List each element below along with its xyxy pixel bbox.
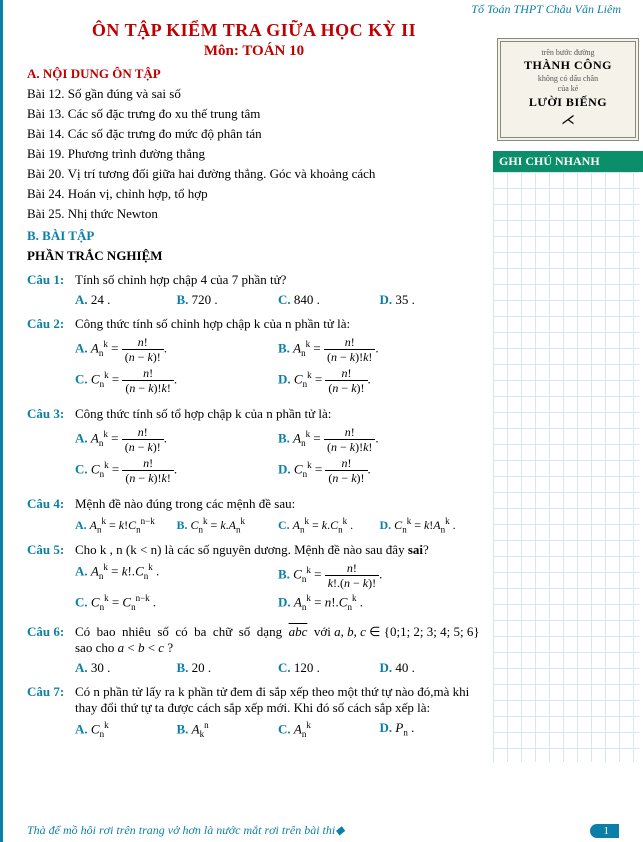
toc-item: Bài 12. Số gần đúng và sai số [27,86,481,102]
toc-item: Bài 25. Nhị thức Newton [27,206,481,222]
option: B. Cnk = k.Ank [177,516,279,534]
question: Câu 6: Có bao nhiêu số có ba chữ số dạng… [27,624,481,656]
option: B. Akn [177,720,279,739]
question-text: Có bao nhiêu số có ba chữ số dạng abc vớ… [75,624,481,656]
option: C. Ank [278,720,380,739]
footer-quote: Thà để mồ hôi rơi trên trang vở hơn là n… [27,823,344,838]
quote-box: trên bước đường THÀNH CÔNG không có dấu … [497,38,639,141]
options-row: A. Cnk B. Akn C. Ank D. Pn . [75,720,481,739]
option: D. Cnk = k!Ank . [380,516,482,534]
toc-item: Bài 19. Phương trình đường thẳng [27,146,481,162]
title-main: ÔN TẬP KIỂM TRA GIỮA HỌC KỲ II [27,20,481,41]
option: B. Ank = n!(n − k)!k!. [278,336,481,363]
option: B. Cnk = n!k!.(n − k)!. [278,562,481,589]
question-id: Câu 2: [27,316,75,332]
option: B. Ank = n!(n − k)!k!. [278,426,481,453]
toc-item: Bài 20. Vị trí tương đối giữa hai đường … [27,166,481,182]
question-text: Công thức tính số chỉnh hợp chập k của n… [75,316,481,332]
option: C. Ank = k.Cnk . [278,516,380,534]
question: Câu 3: Công thức tính số tổ hợp chập k c… [27,406,481,422]
toc-item: Bài 24. Hoán vị, chỉnh hợp, tổ hợp [27,186,481,202]
question-id: Câu 1: [27,272,75,288]
option: A. Cnk [75,720,177,739]
options-row: A. Ank = n!(n − k)!. B. Ank = n!(n − k)!… [75,426,481,488]
option: D. Pn . [380,720,482,739]
toc-item: Bài 13. Các số đặc trưng đo xu thế trung… [27,106,481,122]
question-text: Có n phần tử lấy ra k phần tử đem đi sắp… [75,684,481,716]
header-org: Tổ Toán THPT Châu Văn Liêm [471,2,621,17]
options-row: A. Ank = k!Cnn−k B. Cnk = k.Ank C. Ank =… [75,516,481,534]
sidebar: trên bước đường THÀNH CÔNG không có dấu … [493,20,643,800]
option: A. Ank = n!(n − k)!. [75,336,278,363]
question-id: Câu 5: [27,542,75,558]
question-text: Mệnh đề nào đúng trong các mệnh đề sau: [75,496,481,512]
notes-header: GHI CHÚ NHANH [493,151,643,172]
question: Câu 2: Công thức tính số chỉnh hợp chập … [27,316,481,332]
section-a-label: A. NỘI DUNG ÔN TẬP [27,66,481,82]
title-sub: Môn: TOÁN 10 [27,43,481,60]
options-row: A. Ank = k!.Cnk . B. Cnk = n!k!.(n − k)!… [75,562,481,616]
question-text: Công thức tính số tổ hợp chập k của n ph… [75,406,481,422]
question-text: Tính số chỉnh hợp chập 4 của 7 phần tử? [75,272,481,288]
option: C. Cnk = n!(n − k)!k!. [75,457,278,484]
notes-grid [493,172,639,762]
option: C. Cnk = Cnn−k . [75,593,278,612]
page-number: 1 [590,824,620,838]
option: A. Ank = k!Cnn−k [75,516,177,534]
question-id: Câu 3: [27,406,75,422]
question-id: Câu 6: [27,624,75,656]
question: Câu 5: Cho k , n (k < n) là các số nguyê… [27,542,481,558]
content-column: ÔN TẬP KIỂM TRA GIỮA HỌC KỲ II Môn: TOÁN… [27,20,493,800]
question: Câu 7: Có n phần tử lấy ra k phần tử đem… [27,684,481,716]
option: A. Ank = n!(n − k)!. [75,426,278,453]
option: C. Cnk = n!(n − k)!k!. [75,367,278,394]
person-icon: ⋌ [505,112,631,130]
question: Câu 1: Tính số chỉnh hợp chập 4 của 7 ph… [27,272,481,288]
question-id: Câu 7: [27,684,75,716]
phan-label: PHẦN TRẮC NGHIỆM [27,248,481,264]
options-row: A. Ank = n!(n − k)!. B. Ank = n!(n − k)!… [75,336,481,398]
option: D. Ank = n!.Cnk . [278,593,481,612]
footer: Thà để mồ hôi rơi trên trang vở hơn là n… [27,820,619,838]
option: D. Cnk = n!(n − k)!. [278,457,481,484]
options-row: A. 24 . B. 720 . C. 840 . D. 35 . [75,292,481,308]
toc-item: Bài 14. Các số đặc trưng đo mức độ phân … [27,126,481,142]
options-row: A. 30 . B. 20 . C. 120 . D. 40 . [75,660,481,676]
question-id: Câu 4: [27,496,75,512]
question: Câu 4: Mệnh đề nào đúng trong các mệnh đ… [27,496,481,512]
section-b-label: B. BÀI TẬP [27,228,481,244]
option: A. Ank = k!.Cnk . [75,562,278,589]
option: D. Cnk = n!(n − k)!. [278,367,481,394]
question-text: Cho k , n (k < n) là các số nguyên dương… [75,542,481,558]
